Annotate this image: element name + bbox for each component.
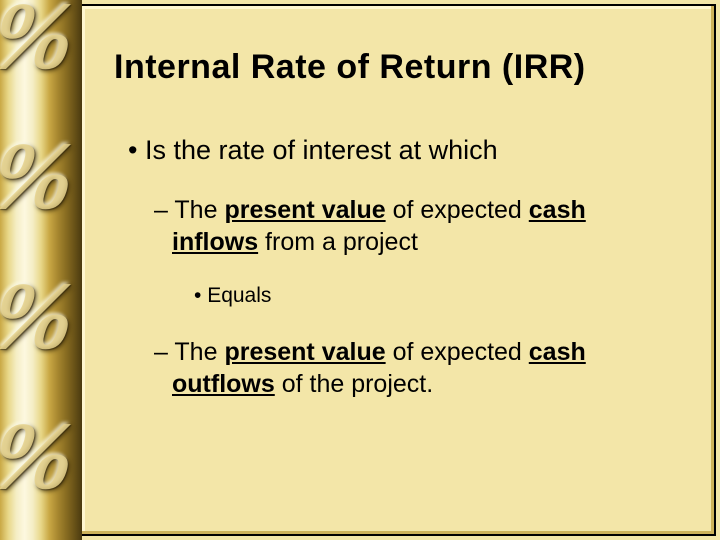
text-fragment: from a project (258, 228, 418, 256)
bullet-level2: The present value of expected cash inflo… (154, 194, 674, 258)
slide-content: Internal Rate of Return (IRR) Is the rat… (82, 4, 716, 536)
underlined-term: present value (224, 196, 385, 224)
slide-title: Internal Rate of Return (IRR) (114, 48, 674, 87)
percent-icon: % (0, 408, 81, 504)
bullet-level3: Equals (194, 284, 674, 308)
slide: % % % % Internal Rate of Return (IRR) Is… (0, 0, 720, 540)
percent-icon: % (0, 268, 81, 364)
text-fragment: The (174, 196, 224, 224)
bullet-level2: The present value of expected cash outfl… (154, 336, 674, 400)
percent-icon: % (0, 0, 81, 84)
text-fragment: of expected (386, 196, 529, 224)
percent-icon: % (0, 128, 81, 224)
bullet-level1: Is the rate of interest at which (128, 135, 674, 166)
decorative-strip: % % % % (0, 0, 82, 540)
text-fragment: of the project. (275, 370, 433, 398)
underlined-term: present value (224, 338, 385, 366)
text-fragment: of expected (386, 338, 529, 366)
text-fragment: The (174, 338, 224, 366)
